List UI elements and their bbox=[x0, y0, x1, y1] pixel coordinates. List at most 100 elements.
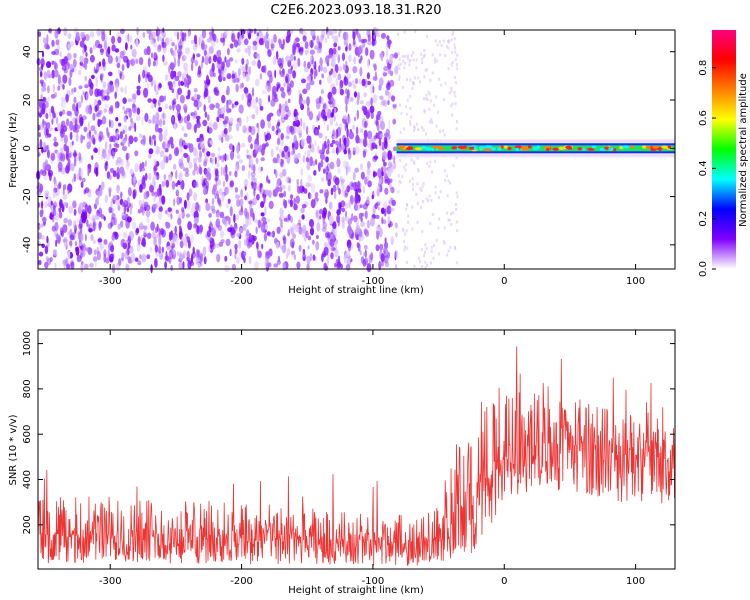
noise-cell bbox=[388, 161, 393, 169]
noise-cell bbox=[292, 145, 296, 154]
noise-cell bbox=[304, 41, 309, 49]
noise-speckle bbox=[433, 60, 436, 64]
noise-speckle bbox=[431, 71, 434, 75]
noise-cell bbox=[343, 254, 347, 264]
signal-peak bbox=[451, 146, 458, 150]
noise-speckle bbox=[434, 39, 437, 43]
noise-cell bbox=[192, 43, 198, 51]
noise-speckle bbox=[421, 230, 424, 234]
noise-cell bbox=[395, 263, 398, 270]
noise-cell bbox=[120, 191, 123, 199]
noise-cell bbox=[159, 118, 163, 128]
noise-cell bbox=[129, 207, 132, 215]
noise-cell bbox=[89, 47, 93, 54]
noise-cell bbox=[116, 156, 122, 164]
noise-cell bbox=[130, 252, 136, 263]
noise-cell bbox=[53, 201, 57, 207]
noise-cell bbox=[99, 110, 103, 115]
noise-speckle bbox=[413, 126, 416, 130]
noise-cell bbox=[153, 203, 158, 210]
noise-cell bbox=[71, 178, 74, 183]
noise-cell bbox=[108, 175, 112, 181]
colorbar-tick-label: 0.4 bbox=[698, 160, 709, 176]
noise-speckle bbox=[446, 174, 449, 178]
noise-cell bbox=[278, 148, 283, 153]
noise-speckle bbox=[436, 43, 439, 47]
noise-cell bbox=[155, 29, 159, 37]
noise-cell bbox=[282, 168, 287, 177]
noise-cell bbox=[339, 88, 345, 96]
noise-cell bbox=[203, 187, 207, 195]
noise-cell bbox=[157, 211, 163, 220]
noise-cell bbox=[366, 80, 372, 86]
noise-cell bbox=[96, 112, 102, 118]
colorbar-tick-label: 0.2 bbox=[698, 211, 709, 227]
noise-speckle bbox=[417, 167, 420, 171]
noise-cell bbox=[276, 108, 282, 117]
noise-cell bbox=[117, 185, 121, 191]
noise-speckle bbox=[406, 246, 409, 250]
signal-peak bbox=[652, 145, 659, 149]
noise-cell bbox=[279, 138, 285, 146]
colorbar-tick-label: 0.6 bbox=[698, 110, 709, 126]
noise-cell bbox=[131, 221, 137, 230]
noise-cell bbox=[63, 26, 68, 37]
noise-cell bbox=[53, 61, 57, 70]
noise-cell bbox=[97, 146, 101, 156]
noise-cell bbox=[143, 229, 147, 236]
signal-peak bbox=[523, 146, 528, 151]
noise-speckle bbox=[443, 133, 446, 137]
noise-speckle bbox=[447, 46, 450, 50]
noise-cell bbox=[139, 254, 142, 260]
noise-cell bbox=[370, 97, 373, 106]
noise-cell bbox=[80, 181, 84, 189]
noise-cell bbox=[258, 38, 264, 46]
noise-cell bbox=[330, 96, 334, 102]
noise-cell bbox=[134, 150, 139, 157]
noise-cell bbox=[87, 204, 92, 215]
noise-cell bbox=[187, 239, 191, 249]
noise-cell bbox=[94, 105, 98, 113]
noise-cell bbox=[93, 147, 98, 153]
noise-cell bbox=[136, 26, 139, 36]
noise-speckle bbox=[398, 180, 401, 184]
noise-cell bbox=[243, 256, 246, 264]
noise-cell bbox=[248, 32, 251, 40]
noise-cell bbox=[191, 251, 196, 259]
noise-cell bbox=[59, 111, 63, 117]
noise-cell bbox=[274, 186, 279, 194]
noise-cell bbox=[316, 221, 321, 232]
noise-cell bbox=[55, 239, 58, 248]
signal-peak bbox=[608, 147, 611, 151]
noise-cell bbox=[203, 187, 208, 195]
noise-speckle bbox=[440, 44, 443, 47]
noise-cell bbox=[343, 39, 347, 46]
noise-cell bbox=[147, 57, 151, 68]
noise-speckle bbox=[409, 95, 412, 98]
noise-cell bbox=[114, 101, 118, 110]
noise-cell bbox=[189, 261, 195, 267]
noise-speckle bbox=[450, 38, 453, 42]
noise-speckle bbox=[449, 181, 452, 185]
noise-speckle bbox=[426, 34, 428, 38]
noise-cell bbox=[185, 167, 189, 174]
noise-cell bbox=[149, 246, 153, 253]
noise-speckle bbox=[455, 261, 458, 265]
noise-speckle bbox=[430, 199, 433, 203]
noise-cell bbox=[235, 59, 238, 64]
noise-speckle bbox=[451, 61, 454, 64]
noise-cell bbox=[332, 70, 337, 79]
noise-cell bbox=[243, 38, 249, 46]
noise-speckle bbox=[405, 229, 408, 233]
noise-cell bbox=[392, 161, 396, 169]
noise-cell bbox=[48, 73, 53, 79]
noise-cell bbox=[255, 53, 260, 58]
noise-cell bbox=[393, 146, 397, 152]
noise-cell bbox=[138, 199, 143, 207]
noise-cell bbox=[134, 122, 137, 133]
noise-cell bbox=[187, 75, 192, 85]
noise-cell bbox=[152, 177, 155, 188]
noise-cell bbox=[219, 114, 224, 119]
noise-cell bbox=[306, 149, 311, 156]
noise-cell bbox=[109, 80, 114, 86]
